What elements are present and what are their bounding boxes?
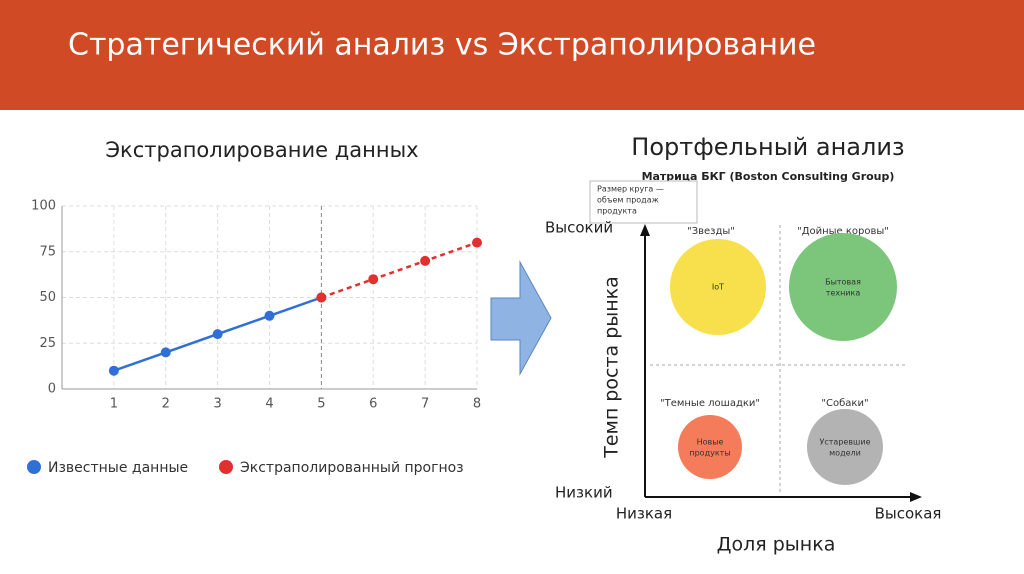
x-tick-label: 3 <box>213 397 221 412</box>
point <box>368 274 379 285</box>
slide-title: Стратегический анализ vs Экстраполирован… <box>68 28 816 63</box>
x-arrowhead <box>910 492 922 502</box>
circle-label: IoT <box>712 283 724 292</box>
note-line: объем продаж <box>597 196 659 205</box>
circle <box>789 233 897 341</box>
quadrant-name: "Темные лошадки" <box>660 398 760 409</box>
y-tick-label: 50 <box>39 290 56 305</box>
note-line: продукта <box>597 207 637 216</box>
y-tick-label: 100 <box>31 199 56 214</box>
y-high: Высокий <box>545 219 613 237</box>
quadrant-name: "Дойные коровы" <box>797 226 889 237</box>
point <box>212 329 223 340</box>
header-bar <box>0 0 1024 110</box>
circle-label: Бытовая <box>825 278 861 287</box>
line-chart: 0 25 50 75 100 1 2 3 4 5 6 7 8 Известные данные Экстра… <box>27 199 482 476</box>
point <box>316 292 327 303</box>
circle <box>807 409 883 485</box>
diagram-subtitle: Матрица БКГ (Boston Consulting Group) <box>642 170 895 183</box>
point <box>108 365 119 376</box>
x-tick-label: 5 <box>317 397 325 412</box>
x-tick-label: 6 <box>369 397 377 412</box>
point <box>420 255 431 266</box>
chart-title: Экстраполирование данных <box>105 138 418 162</box>
series-line <box>320 241 478 299</box>
point <box>160 347 171 358</box>
circle-label: модели <box>829 449 861 458</box>
point <box>264 310 275 321</box>
note-line: Размер круга — <box>597 185 664 194</box>
x-tick-label: 2 <box>162 397 170 412</box>
circle-label: продукты <box>689 449 730 458</box>
x-tick-label: 1 <box>110 397 118 412</box>
x-low: Низкая <box>616 505 672 523</box>
note-box <box>589 180 698 224</box>
y-tick-label: 75 <box>39 244 56 259</box>
legend-swatch <box>219 460 233 474</box>
y-tick-label: 25 <box>39 336 56 351</box>
y-low: Низкий <box>555 484 613 502</box>
y-axis-label: Темп роста рынка <box>601 276 623 459</box>
x-tick-label: 7 <box>421 397 429 412</box>
diagram-title: Портфельный анализ <box>631 133 904 161</box>
circle-label: Новые <box>697 438 724 447</box>
y-arrowhead <box>640 224 650 236</box>
y-tick-label: 0 <box>48 382 56 397</box>
x-tick-label: 4 <box>265 397 273 412</box>
arrow <box>490 260 552 376</box>
circle-label: Устаревшие <box>820 438 871 447</box>
x-axis-label: Доля рынка <box>717 534 836 556</box>
quadrant-name: "Собаки" <box>821 398 868 409</box>
x-high: Высокая <box>875 505 942 523</box>
legend-label: Известные данные <box>48 460 188 476</box>
legend-label: Экстраполированный прогноз <box>240 460 464 476</box>
x-tick-label: 8 <box>473 397 481 412</box>
circle <box>678 415 742 479</box>
circle-label: техника <box>826 289 861 298</box>
point <box>472 237 482 248</box>
quadrant-name: "Звезды" <box>687 226 735 237</box>
legend-swatch <box>27 460 41 474</box>
circle <box>670 239 766 335</box>
